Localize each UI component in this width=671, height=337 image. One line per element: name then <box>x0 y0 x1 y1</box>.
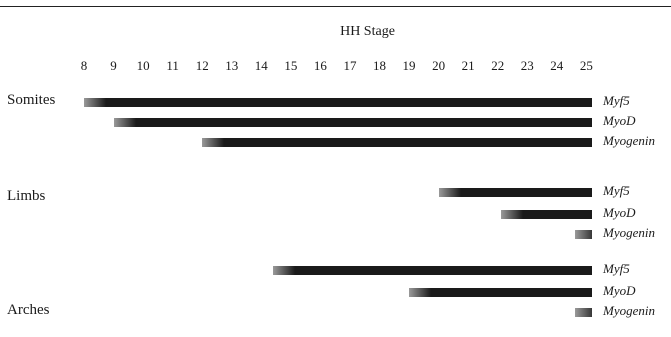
expression-bar <box>409 288 593 297</box>
expression-bar <box>113 118 593 127</box>
group-label-limbs: Limbs <box>7 188 46 204</box>
tick-label: 17 <box>343 58 357 73</box>
tick-label: 9 <box>110 58 117 73</box>
expression-bar <box>438 188 593 197</box>
tick-label: 24 <box>550 58 564 73</box>
tick-label: 10 <box>136 58 150 73</box>
tick-label: 23 <box>520 58 534 73</box>
group-label-somites: Somites <box>7 92 56 108</box>
gene-label: Myf5 <box>603 183 630 198</box>
gene-label: Myogenin <box>603 303 655 318</box>
gene-label: Myf5 <box>603 93 630 108</box>
gene-label: Myogenin <box>603 133 655 148</box>
axis-title: HH Stage <box>340 24 395 39</box>
expression-bar <box>84 98 593 107</box>
expression-bar <box>273 266 593 275</box>
tick-label: 19 <box>402 58 416 73</box>
tick-label: 22 <box>491 58 505 73</box>
gene-label: MyoD <box>603 205 636 220</box>
tick-label: 25 <box>579 58 593 73</box>
expression-bar <box>574 308 593 317</box>
tick-label: 18 <box>373 58 386 73</box>
gene-label: MyoD <box>603 113 636 128</box>
tick-label: 13 <box>225 58 239 73</box>
tick-label: 8 <box>80 58 88 73</box>
tick-label: 14 <box>254 58 268 73</box>
tick-label: 21 <box>461 58 475 73</box>
tick-label: 15 <box>284 58 298 73</box>
gene-label: Myf5 <box>603 261 630 276</box>
gene-label: MyoD <box>603 283 636 298</box>
expression-bar <box>500 210 593 219</box>
tick-label: 11 <box>166 58 179 73</box>
tick-label: 20 <box>432 58 446 73</box>
expression-bar <box>574 230 593 239</box>
gene-label: Myogenin <box>603 225 655 240</box>
tick-label: 12 <box>195 58 209 73</box>
group-label-arches: Arches <box>7 302 50 318</box>
tick-label: 16 <box>313 58 327 73</box>
top-rule <box>0 6 671 7</box>
expression-bar <box>202 138 593 147</box>
